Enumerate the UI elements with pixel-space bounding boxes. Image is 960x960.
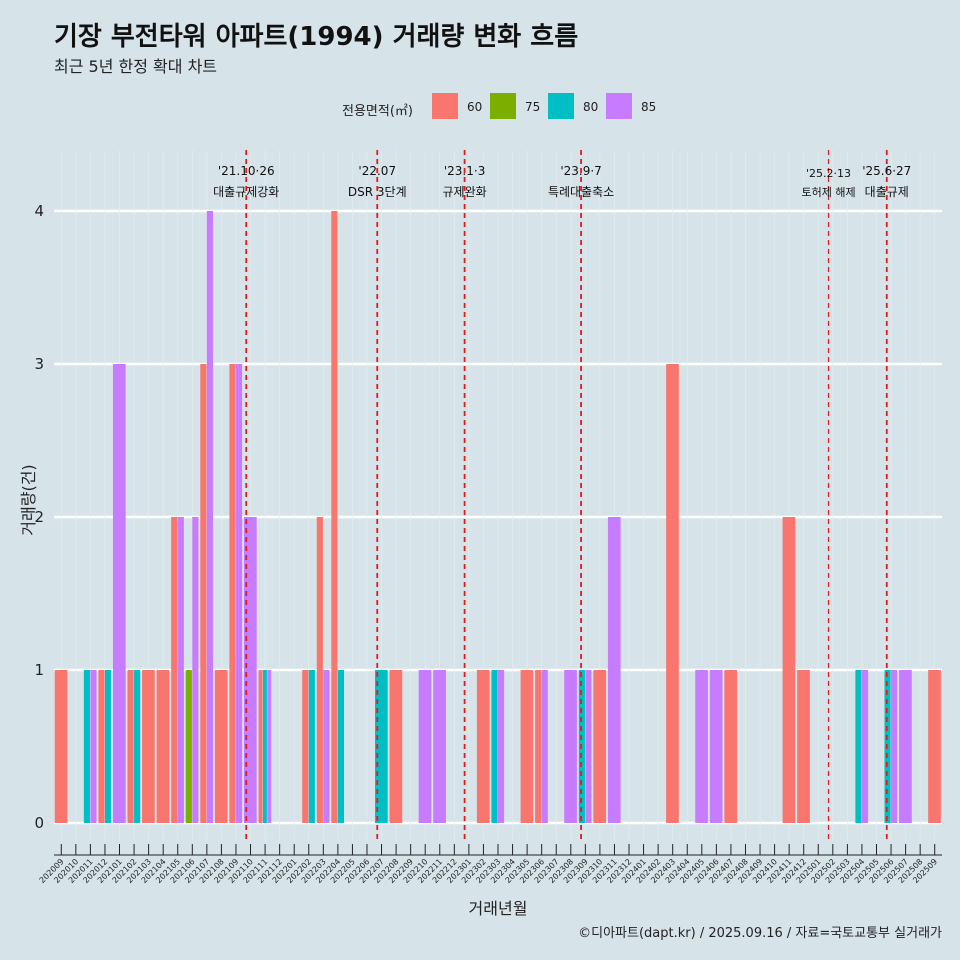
bar-85-202306 [541,670,548,823]
bar-60-202208 [389,670,403,823]
bar-60-202103 [142,670,155,823]
legend-key-85 [606,93,632,119]
legend: 전용면적(㎡) 60 75 80 85 [0,92,960,122]
bar-60-202102 [127,670,134,823]
bar-60-202302 [476,670,490,823]
bar-80-202504 [855,670,862,823]
event-date-label: '21.10·26 [218,164,275,178]
event-date-label: '23.9·7 [560,164,601,178]
bar-85-202311 [607,517,621,823]
bar-60-202310 [593,670,607,823]
bar-85-202504 [861,670,869,823]
event-date-label: '25.6·27 [862,164,911,178]
bar-60-202306 [535,670,542,823]
bar-80-202202 [308,670,315,823]
chart-title: 기장 부전타워 아파트(1994) 거래량 변화 흐름 [54,22,579,52]
y-axis-title: 거래량(건) [19,464,38,535]
bar-60-202411 [782,517,796,823]
legend-key-75 [490,93,516,119]
event-name-label: 규제완화 [443,185,487,199]
bar-85-202107 [206,211,214,823]
event-name-label: 대출규제강화 [213,185,279,199]
bar-60-202412 [797,670,810,823]
bar-85-202203 [323,670,330,823]
bar-60-202104 [156,670,170,823]
bar-80-202204 [337,670,345,823]
legend-label-60: 60 [467,100,483,114]
bar-60-202407 [724,670,738,823]
bar-60-202509 [928,670,941,823]
bar-60-202012 [98,670,105,823]
event-date-label: '23.1·3 [444,164,485,178]
source-caption: ©디아파트(dapt.kr) / 2025.09.16 / 자료=국토교통부 실… [578,926,942,941]
bar-85-202110 [243,517,257,823]
legend-label-75: 75 [525,100,541,114]
event-date-label: '25.2·13 [806,167,851,180]
bar-80-202011 [83,670,90,823]
bar-60-202202 [302,670,309,823]
bar-85-202106 [192,517,199,823]
bar-60-202305 [520,670,534,823]
event-name-label: 특례대출축소 [548,185,614,199]
bar-85-202105 [177,517,184,823]
bar-85-202101 [112,364,126,823]
bar-60-202107 [200,364,207,823]
bar-85-202210 [418,670,432,823]
bar-60-202108 [214,670,228,823]
bar-80-202207 [374,670,388,823]
bar-85-202507 [899,670,912,823]
bar-85-202111 [267,670,272,823]
y-tick-label: 0 [34,814,44,832]
bar-80-202111 [262,670,267,823]
bar-85-202405 [695,670,708,823]
bar-60-202109 [229,364,236,823]
bar-60-202403 [666,364,679,823]
bar-85-202506 [891,670,898,823]
event-name-label: DSR 3단계 [348,185,407,199]
y-tick-label: 1 [34,661,44,679]
event-date-label: '22.07 [358,164,396,178]
event-name-label: 토허제 해제 [801,185,855,199]
legend-label-85: 85 [641,100,657,114]
legend-key-80 [548,93,574,119]
bar-80-202102 [134,670,141,823]
bar-60-202111 [258,670,263,823]
chart-subtitle: 최근 5년 한정 확대 차트 [54,57,218,76]
bar-60-202009 [54,670,68,823]
bar-75-202106 [185,670,192,823]
bar-80-202303 [491,670,498,823]
y-tick-label: 4 [34,202,44,220]
bar-85-202109 [235,364,243,823]
x-axis-title: 거래년월 [469,899,528,918]
bar-60-202105 [171,517,178,823]
legend-title: 전용면적(㎡) [342,104,413,119]
y-tick-label: 3 [34,355,44,373]
legend-label-80: 80 [583,100,599,114]
bar-80-202012 [104,670,112,823]
bar-85-202308 [564,670,577,823]
bar-85-202211 [433,670,446,823]
bar-85-202406 [709,670,723,823]
bar-85-202303 [498,670,505,823]
y-tick-label: 2 [34,508,44,526]
bar-60-202204 [331,211,338,823]
bar-85-202011 [90,670,97,823]
event-name-label: 대출규제 [865,185,909,199]
bar-60-202203 [316,517,323,823]
bar-85-202309 [585,670,592,823]
legend-key-60 [432,93,458,119]
